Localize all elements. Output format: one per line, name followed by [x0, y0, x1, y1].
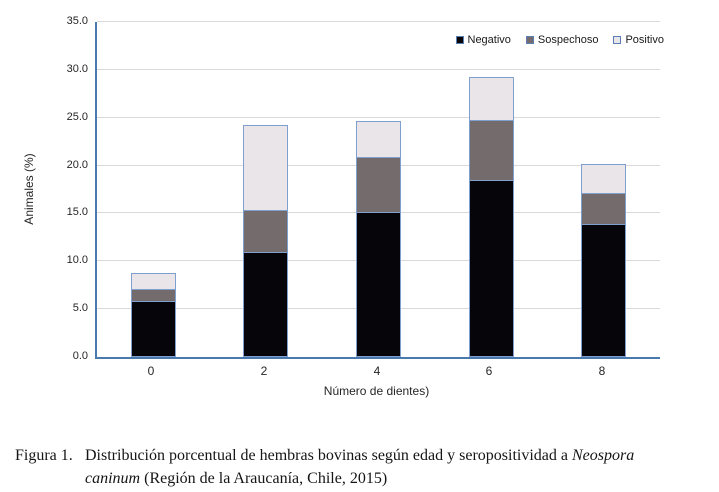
caption-text-1: Distribución porcentual de hembras bovin…: [85, 447, 572, 464]
legend-label: Sospechoso: [537, 34, 599, 46]
bar-segment-positivo: [243, 125, 288, 211]
legend-label: Negativo: [467, 34, 511, 46]
legend: Negativo Sospechoso Positivo: [455, 34, 664, 46]
y-axis-title: Animales (%): [22, 153, 36, 225]
caption-label: Figura 1.: [15, 447, 73, 464]
y-tick-label: 5.0: [72, 302, 88, 314]
bar-segment-negativo: [581, 224, 626, 357]
caption-italic-1: Neospora: [572, 447, 635, 464]
y-tick-label: 20.0: [66, 159, 88, 171]
bar-segment-positivo: [131, 273, 176, 290]
caption-body: Distribución porcentual de hembras bovin…: [85, 444, 634, 490]
bar-segment-sospechoso: [469, 120, 514, 181]
legend-item-negativo: Negativo: [455, 34, 511, 46]
legend-label: Positivo: [625, 34, 664, 46]
bar-segment-negativo: [469, 180, 514, 357]
x-tick-label: 4: [373, 364, 381, 378]
legend-swatch-positivo: [613, 36, 622, 44]
x-tick-label: 6: [485, 364, 493, 378]
gridline: [97, 69, 660, 70]
caption-italic-2: caninum: [85, 470, 141, 487]
bar-segment-negativo: [243, 252, 288, 357]
bar-group-0: [131, 273, 176, 357]
y-tick-label: 25.0: [66, 111, 88, 123]
bar-group-6: [469, 77, 514, 357]
legend-item-positivo: Positivo: [613, 34, 664, 46]
gridline: [97, 117, 660, 118]
bar-segment-negativo: [131, 301, 176, 357]
bar-group-8: [581, 164, 626, 357]
bar-segment-negativo: [356, 212, 401, 357]
legend-swatch-sospechoso: [525, 36, 534, 44]
plot-area: Negativo Sospechoso Positivo: [95, 21, 664, 359]
bar-group-4: [356, 121, 401, 357]
x-tick-label: 0: [147, 364, 155, 378]
bar-segment-positivo: [469, 77, 514, 121]
bar-segment-sospechoso: [356, 157, 401, 213]
figure-caption: Figura 1. Distribución porcentual de hem…: [15, 444, 707, 490]
y-tick-label: 15.0: [66, 206, 88, 218]
bar-segment-positivo: [581, 164, 626, 194]
x-tick-label: 2: [260, 364, 268, 378]
x-tick-label: 8: [598, 364, 606, 378]
y-tick-label: 35.0: [66, 15, 88, 27]
bar-segment-positivo: [356, 121, 401, 158]
gridline: [97, 21, 660, 22]
caption-line-1: Distribución porcentual de hembras bovin…: [85, 444, 634, 467]
bar-segment-sospechoso: [243, 210, 288, 253]
x-axis-title: Número de dientes): [323, 384, 430, 398]
y-tick-label: 30.0: [66, 63, 88, 75]
caption-line-2: caninum (Región de la Araucanía, Chile, …: [85, 467, 634, 490]
y-tick-label: 0.0: [72, 350, 88, 362]
legend-item-sospechoso: Sospechoso: [525, 34, 599, 46]
caption-text-2: (Región de la Araucanía, Chile, 2015): [140, 470, 388, 487]
legend-swatch-negativo: [455, 36, 464, 44]
bar-group-2: [243, 125, 288, 357]
bar-segment-sospechoso: [581, 193, 626, 225]
y-tick-label: 10.0: [66, 254, 88, 266]
